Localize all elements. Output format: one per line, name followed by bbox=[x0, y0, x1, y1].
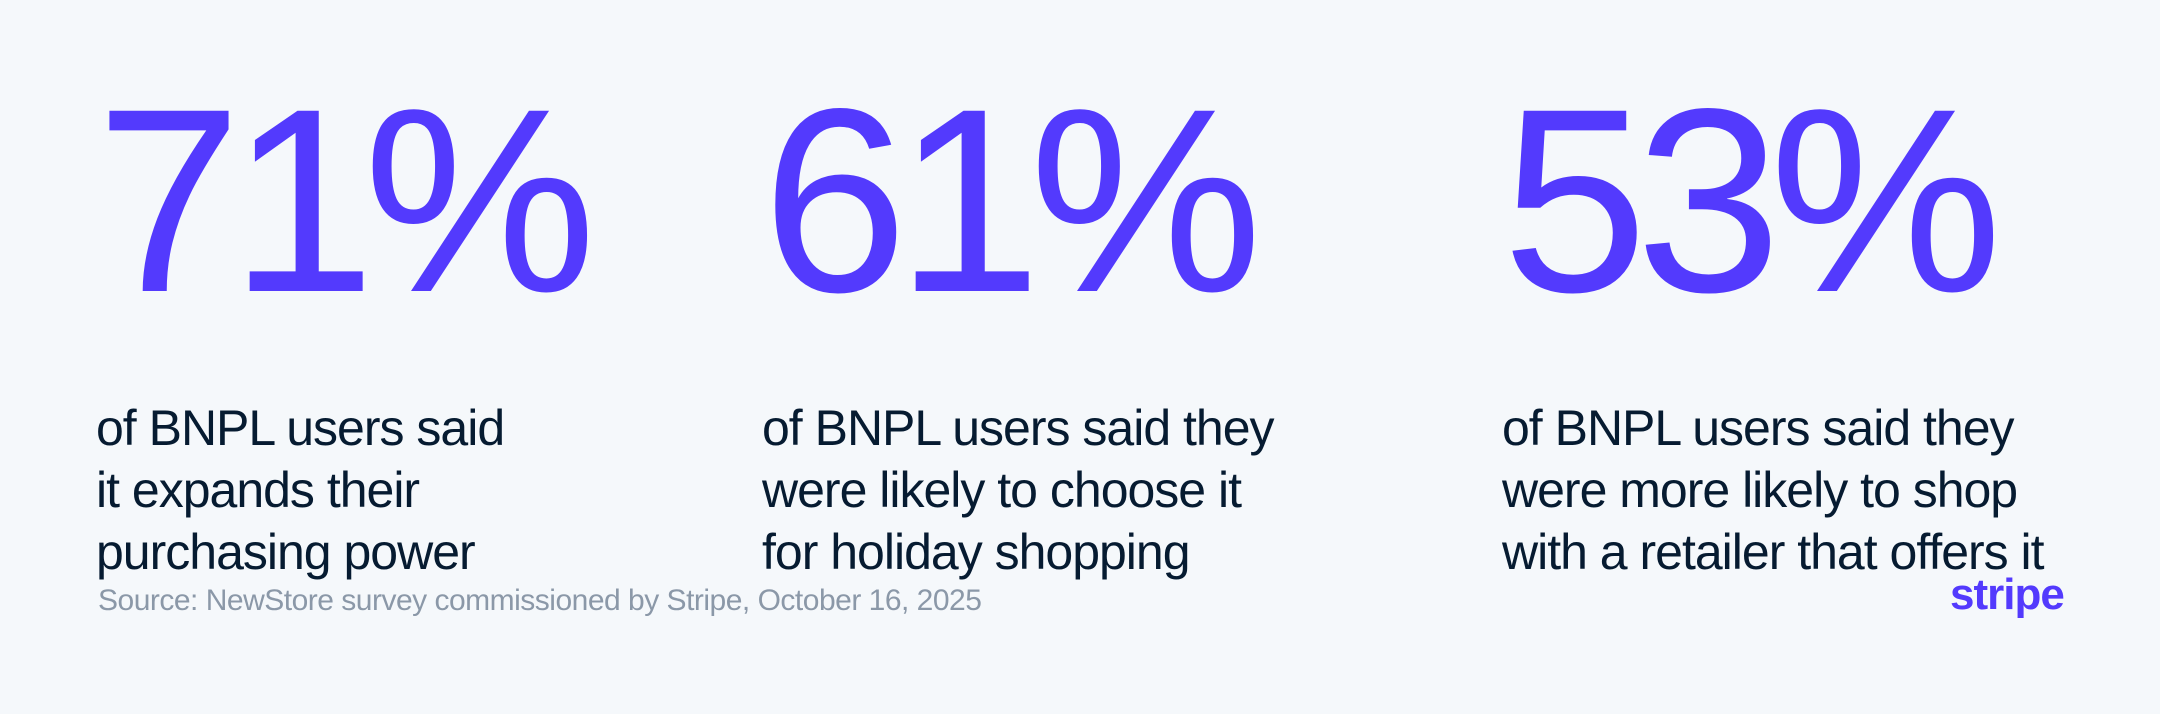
stat-caption: of BNPL users said it expands their purc… bbox=[96, 397, 696, 583]
stat-caption: of BNPL users said they were more likely… bbox=[1502, 397, 2122, 583]
stripe-logo: stripe bbox=[1950, 570, 2065, 619]
stat-caption: of BNPL users said they were likely to c… bbox=[762, 397, 1442, 583]
stat-card-71: 71% of BNPL users said it expands their … bbox=[96, 70, 696, 583]
stat-card-61: 61% of BNPL users said they were likely … bbox=[762, 70, 1442, 583]
stat-caption-line: for holiday shopping bbox=[762, 524, 1191, 580]
stat-value: 71% bbox=[96, 54, 596, 347]
stat-caption-line: of BNPL users said they bbox=[1502, 400, 2015, 456]
stat-card-53: 53% of BNPL users said they were more li… bbox=[1502, 70, 2122, 583]
stat-caption-line: were more likely to shop bbox=[1502, 462, 2018, 518]
stat-caption-line: of BNPL users said they bbox=[762, 400, 1275, 456]
stat-caption-line: with a retailer that offers it bbox=[1502, 524, 2045, 580]
stat-value: 53% bbox=[1502, 54, 2002, 347]
source-note: Source: NewStore survey commissioned by … bbox=[98, 584, 982, 617]
stat-value: 61% bbox=[762, 54, 1262, 347]
stat-caption-line: were likely to choose it bbox=[762, 462, 1242, 518]
stat-caption-line: it expands their bbox=[96, 462, 420, 518]
stat-caption-line: purchasing power bbox=[96, 524, 476, 580]
stat-caption-line: of BNPL users said bbox=[96, 400, 505, 456]
